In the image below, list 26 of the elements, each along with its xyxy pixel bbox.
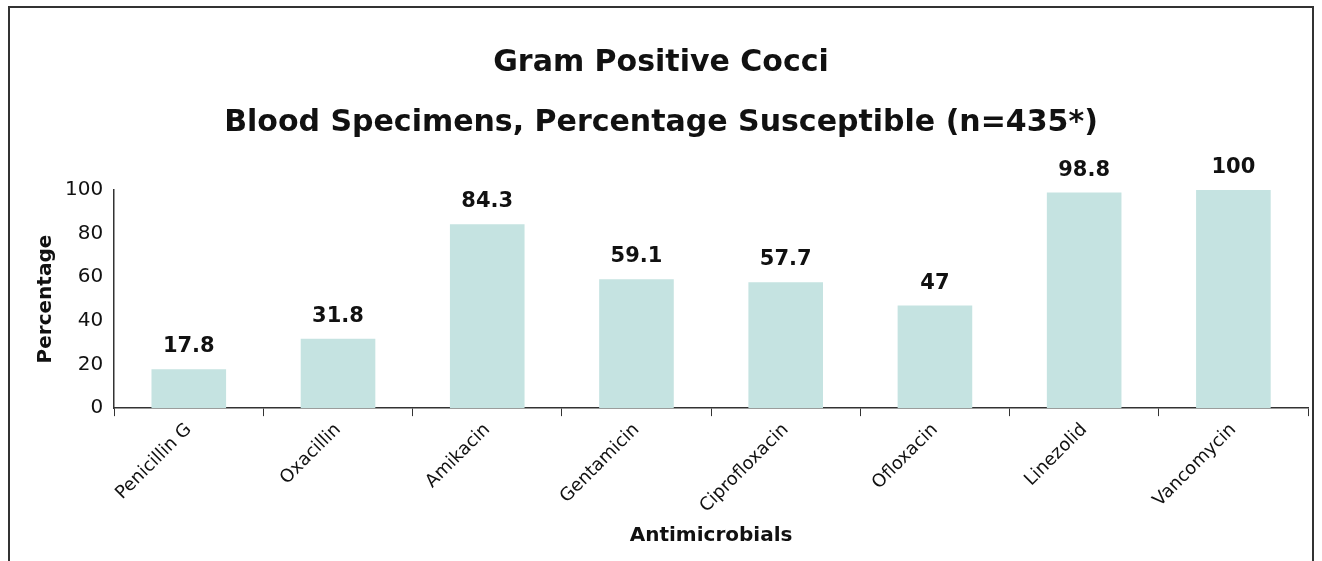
data-label: 59.1 [610,243,663,268]
data-label: 84.3 [461,188,514,213]
bar [599,279,674,409]
bar [1196,190,1271,409]
data-label: 31.8 [312,302,364,327]
y-tick-label: 80 [77,219,104,244]
data-label: 100 [1211,153,1256,178]
y-tick-label: 40 [77,307,104,332]
chart-title: Gram Positive Cocci [492,42,830,80]
bar [748,282,824,409]
data-label: 98.8 [1058,156,1111,181]
bar [151,369,227,409]
x-axis-title: Antimicrobials [629,522,793,547]
y-tick-label: 60 [77,263,104,288]
y-tick-label: 0 [90,394,104,419]
y-tick-label: 100 [64,176,104,201]
bar [1046,192,1122,409]
data-label: 17.8 [162,333,215,358]
y-tick-label: 20 [77,350,104,375]
data-label: 47 [920,269,950,294]
data-label: 57.7 [759,246,812,271]
bar [300,338,376,409]
bar [449,224,525,409]
y-axis-title: Percentage [32,234,57,364]
chart-subtitle: Blood Specimens, Percentage Susceptible (n=435*) [223,102,1099,140]
bar [897,305,973,409]
